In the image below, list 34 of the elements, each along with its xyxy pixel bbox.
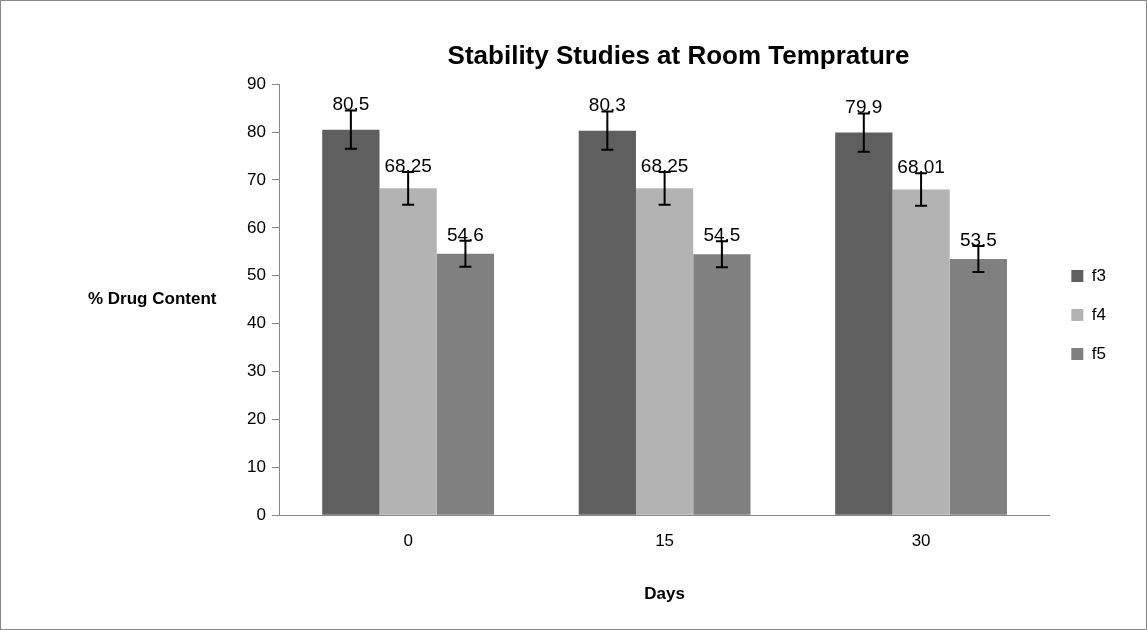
data-label: 68.01 bbox=[897, 155, 945, 177]
x-tick-label: 0 bbox=[403, 531, 413, 551]
bar bbox=[379, 188, 437, 515]
data-label: 80.3 bbox=[588, 94, 626, 116]
x-axis-title: Days bbox=[644, 584, 685, 604]
y-tick-label: 10 bbox=[246, 457, 266, 476]
y-tick-label: 80 bbox=[246, 121, 266, 141]
y-tick-label: 70 bbox=[246, 169, 266, 189]
legend-label: f3 bbox=[1091, 265, 1107, 285]
data-label: 53.5 bbox=[959, 228, 997, 250]
data-label: 68.25 bbox=[640, 154, 689, 176]
legend-label: f5 bbox=[1091, 343, 1107, 363]
bar bbox=[578, 130, 636, 515]
chart-title: Stability Studies at Room Temprature bbox=[447, 39, 910, 70]
y-axis-title: % Drug Content bbox=[88, 289, 217, 309]
bar bbox=[322, 129, 380, 515]
y-tick-label: 30 bbox=[246, 361, 266, 381]
x-tick-label: 30 bbox=[911, 531, 931, 551]
bar bbox=[635, 188, 694, 515]
data-label: 79.9 bbox=[845, 96, 883, 118]
data-label: 68.25 bbox=[384, 154, 432, 176]
y-tick-label: 50 bbox=[246, 265, 266, 285]
bar bbox=[835, 132, 893, 515]
x-tick-label: 15 bbox=[655, 531, 675, 551]
y-tick-label: 20 bbox=[246, 409, 266, 429]
data-label: 80.5 bbox=[332, 93, 370, 115]
data-label: 54.6 bbox=[446, 223, 484, 245]
y-tick-label: 0 bbox=[256, 504, 266, 524]
y-tick-label: 60 bbox=[246, 217, 266, 237]
legend-label: f4 bbox=[1091, 304, 1107, 324]
y-tick-label: 40 bbox=[246, 313, 266, 333]
data-label: 54.5 bbox=[703, 224, 741, 246]
bar bbox=[892, 189, 950, 515]
y-tick-label: 90 bbox=[246, 73, 266, 93]
